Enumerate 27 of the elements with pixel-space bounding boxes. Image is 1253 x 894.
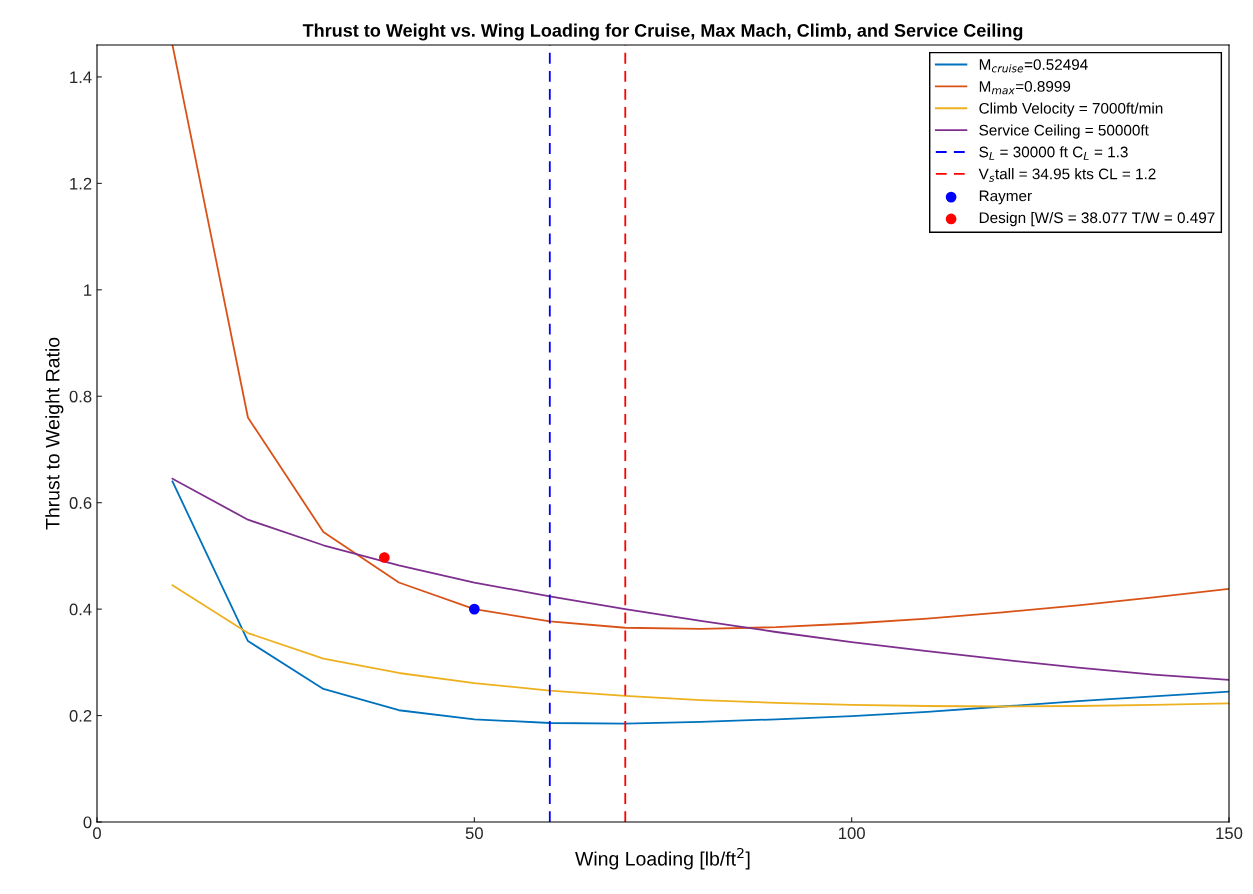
y-tick-label: 0 <box>83 816 92 829</box>
legend-label: Climb Velocity = 7000ft/min <box>979 102 1163 117</box>
legend-label: M$_{max}$=0.8999 <box>979 81 1071 95</box>
x-tick-label: 100 <box>839 827 865 840</box>
y-tick-label: 0.6 <box>69 497 92 509</box>
y-tick-label: 1 <box>84 284 92 296</box>
y-tick-label: 1.2 <box>70 177 92 190</box>
x-tick-label: 0 <box>93 827 101 840</box>
legend-label: Design [W/S = 38.077 T/W = 0.497 <box>979 211 1215 227</box>
y-tick-label: 1.4 <box>70 71 92 83</box>
chart-title: Thrust to Weight vs. Wing Loading for Cruise, Max Mach, Climb, and Service Ceiling <box>302 23 1023 41</box>
legend-label: Raymer <box>979 190 1032 205</box>
y-tick-label: 0.8 <box>69 390 92 403</box>
x-tick-label: 50 <box>465 827 483 840</box>
legend-label: S$_{L}$ = 30000 ft C$_{L}$ = 1.3 <box>979 146 1128 160</box>
y-tick-label: 0.4 <box>69 603 92 616</box>
line-series <box>171 584 1229 708</box>
legend-label: V$_{s}$tall = 34.95 kts CL = 1.2 <box>978 168 1156 182</box>
line-series <box>171 480 1229 725</box>
legend-label: M$_{cruise}$=0.52494 <box>979 59 1088 73</box>
line-series <box>171 45 1229 630</box>
line-series <box>171 477 1229 681</box>
legend-label: Service Ceiling = 50000ft <box>979 124 1149 139</box>
x-axis-title: Wing Loading [lb/ft$^{2}$] <box>575 847 750 870</box>
y-tick-label: 0.2 <box>69 709 92 722</box>
y-axis-title: Thrust to Weight Ratio <box>45 337 64 530</box>
x-tick-label: 150 <box>1216 827 1243 840</box>
